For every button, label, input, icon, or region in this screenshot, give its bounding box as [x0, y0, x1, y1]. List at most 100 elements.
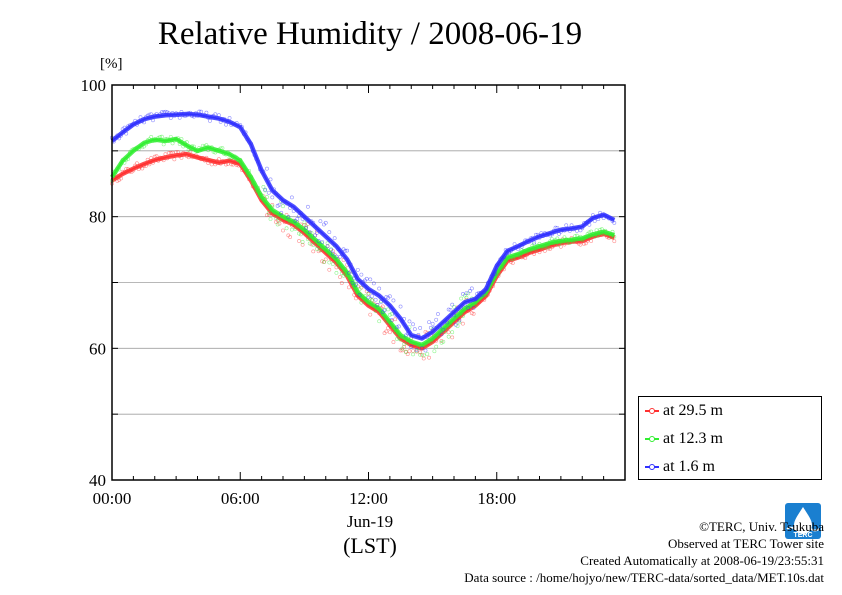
- series-point: [407, 319, 412, 324]
- series-point: [380, 304, 385, 309]
- series-point: [439, 332, 444, 337]
- series-point: [411, 352, 415, 357]
- source-text: Data source : /home/hojyo/new/TERC-data/…: [464, 570, 824, 585]
- series-point: [436, 312, 440, 316]
- series-point: [309, 242, 314, 247]
- series-point: [313, 233, 317, 238]
- series-point: [402, 342, 407, 347]
- series-point: [339, 271, 344, 276]
- series-point: [293, 226, 298, 231]
- series-point: [227, 116, 232, 120]
- series-point: [418, 326, 423, 330]
- series-point: [421, 353, 426, 358]
- series-point: [161, 142, 166, 147]
- series-point: [327, 267, 332, 272]
- series-point: [350, 280, 355, 285]
- series-point: [425, 352, 430, 356]
- series-point: [295, 217, 300, 221]
- series-point: [450, 302, 455, 307]
- series-point: [290, 195, 294, 200]
- series-point: [450, 335, 455, 340]
- series-point: [461, 292, 465, 296]
- series-point: [281, 204, 285, 209]
- legend: at 29.5 m at 12.3 m at 1.6 m: [638, 396, 822, 480]
- series-point: [466, 291, 471, 296]
- series-point: [368, 277, 373, 282]
- x-tick-label: 18:00: [477, 489, 516, 508]
- series-point: [159, 134, 164, 139]
- series-point: [307, 241, 312, 246]
- series-point: [265, 195, 269, 199]
- series-line: [110, 151, 616, 351]
- series-point: [407, 349, 412, 354]
- y-tick-label: 60: [89, 339, 106, 358]
- y-tick-label: 100: [81, 76, 107, 95]
- grid-lines: [112, 150, 625, 415]
- series-point: [464, 295, 469, 300]
- series-point: [461, 321, 465, 326]
- series-point: [377, 319, 382, 324]
- series-point: [311, 243, 316, 247]
- series-point: [612, 221, 617, 225]
- series-point: [268, 217, 273, 221]
- series-point: [208, 118, 212, 123]
- series-point: [370, 294, 374, 299]
- series-point: [304, 226, 309, 230]
- series-point: [300, 240, 305, 244]
- series-line-core: [111, 138, 615, 346]
- series-point: [325, 244, 330, 249]
- series-point: [400, 348, 405, 353]
- series-point: [338, 255, 342, 259]
- series-2: [110, 134, 617, 358]
- series-point: [446, 307, 451, 312]
- series-point: [434, 317, 439, 322]
- series-point: [306, 237, 310, 242]
- series-point: [427, 320, 431, 324]
- series-point: [334, 254, 339, 259]
- y-tick-label: 80: [89, 208, 106, 227]
- series-point: [386, 307, 390, 312]
- legend-marker-blue: [649, 464, 655, 470]
- series-point: [420, 346, 424, 351]
- series-point: [471, 305, 476, 310]
- series-point: [273, 216, 278, 221]
- series-point: [284, 226, 289, 231]
- series-point: [266, 190, 271, 195]
- series-point: [323, 220, 328, 225]
- legend-marker-red: [649, 408, 655, 414]
- series-point: [432, 349, 437, 354]
- series-point: [338, 275, 342, 279]
- series-1: [110, 149, 617, 361]
- series-point: [469, 286, 474, 291]
- series-point: [334, 271, 339, 275]
- series-point: [347, 271, 351, 275]
- series-point: [398, 304, 403, 309]
- series-3: [110, 109, 617, 353]
- series-point: [306, 204, 310, 209]
- series-point: [347, 285, 351, 290]
- series-point: [366, 291, 371, 296]
- series-point: [270, 195, 275, 200]
- terc-logo: TERC: [785, 503, 821, 539]
- series-point: [366, 295, 371, 300]
- series-point: [428, 325, 433, 330]
- series-point: [279, 210, 284, 215]
- series-point: [302, 220, 307, 225]
- series-point: [323, 257, 328, 262]
- series-point: [387, 312, 392, 317]
- series-point: [459, 296, 464, 301]
- y-tick-label: 40: [89, 471, 106, 490]
- series-point: [439, 339, 444, 343]
- series-point: [332, 236, 337, 241]
- series-point: [277, 202, 282, 207]
- svg-text:TERC: TERC: [793, 532, 812, 539]
- series-point: [298, 232, 303, 237]
- series-point: [368, 312, 373, 317]
- series-point: [318, 247, 323, 252]
- series-point: [414, 348, 419, 352]
- series-point: [281, 228, 285, 233]
- x-tick-label: 12:00: [349, 489, 388, 508]
- series-point: [466, 306, 471, 311]
- series-point: [330, 262, 335, 267]
- series-point: [261, 185, 266, 189]
